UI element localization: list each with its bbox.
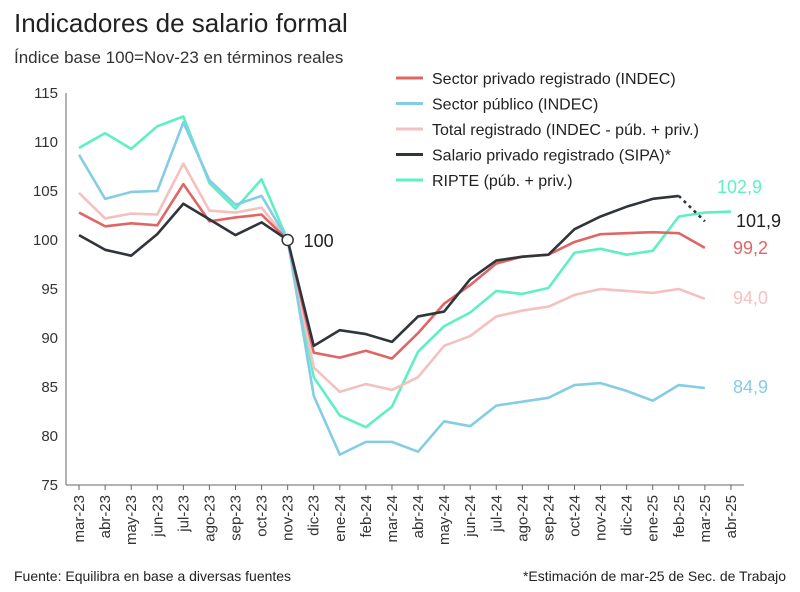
axes: 75 80 85 90 95 100 105 110 115 mar-23 abr-23 may-23… <box>33 85 744 545</box>
series-line <box>78 182 706 360</box>
x-tick-label: may-24 <box>436 495 453 545</box>
chart-subtitle: Índice base 100=Nov-23 en términos reale… <box>14 48 344 67</box>
y-tick-label: 90 <box>41 330 58 347</box>
x-tick-label: jul-23 <box>175 495 192 533</box>
x-tick-label: jul-24 <box>488 495 505 533</box>
end-value-label: 102,9 <box>717 177 762 197</box>
legend: Sector privado registrado (INDEC) Sector … <box>396 71 699 190</box>
series-line <box>78 115 732 429</box>
x-tick-label: nov-23 <box>280 495 297 541</box>
x-tick-label: sep-24 <box>540 495 557 541</box>
series-line <box>78 194 679 348</box>
chart-title: Indicadores de salario formal <box>14 8 348 38</box>
end-value-label: 94,0 <box>733 288 768 308</box>
y-tick-label: 95 <box>41 281 58 298</box>
legend-label: Sector privado registrado (INDEC) <box>432 71 676 88</box>
source-note: Fuente: Equilibra en base a diversas fue… <box>14 568 292 584</box>
x-tick-label: mar-23 <box>71 495 88 543</box>
x-tick-label: oct-23 <box>254 495 271 537</box>
legend-label: Sector público (INDEC) <box>432 97 598 114</box>
x-tick-label: may-23 <box>123 495 140 545</box>
series-line <box>78 162 706 394</box>
x-tick-label: abr-25 <box>723 495 740 538</box>
y-tick-label: 85 <box>41 379 58 396</box>
x-tick-label: oct-24 <box>567 495 584 537</box>
x-tick-label: ago-24 <box>514 495 531 542</box>
x-tick-label: ene-25 <box>645 495 662 542</box>
y-tick-label: 80 <box>41 428 58 445</box>
base-point-label: 100 <box>304 231 334 251</box>
x-tick-label: nov-24 <box>593 495 610 541</box>
series-line-estimated <box>677 194 706 223</box>
legend-label: Total registrado (INDEC - púb. + priv.) <box>432 122 699 139</box>
series-lines: 100 <box>77 115 732 456</box>
estimation-note: *Estimación de mar-25 de Sec. de Trabajo <box>522 568 786 584</box>
x-tick-label: sep-23 <box>228 495 245 541</box>
base-point-marker <box>281 233 294 247</box>
x-tick-label: mar-25 <box>697 495 714 543</box>
x-tick-label: jun-24 <box>462 495 479 538</box>
x-tick-label: abr-23 <box>97 495 114 538</box>
x-tick-label: feb-24 <box>358 495 375 538</box>
x-tick-label: abr-24 <box>410 495 427 538</box>
y-tick-label: 105 <box>33 183 58 200</box>
x-tick-label: jun-23 <box>149 495 166 538</box>
legend-label: RIPTE (púb. + priv.) <box>432 173 573 190</box>
end-value-label: 84,9 <box>733 377 768 397</box>
y-tick-label: 75 <box>41 477 58 494</box>
end-value-label: 99,2 <box>733 238 768 258</box>
y-tick-label: 115 <box>34 85 58 102</box>
x-tick-label: mar-24 <box>384 495 401 543</box>
y-tick-label: 110 <box>34 134 58 151</box>
end-labels: 99,2 84,9 94,0 101,9 102,9 <box>717 177 781 397</box>
x-tick-label: feb-25 <box>671 495 688 538</box>
y-tick-label: 100 <box>33 232 58 249</box>
legend-label: Salario privado registrado (SIPA)* <box>432 148 671 165</box>
end-value-label: 101,9 <box>736 211 781 231</box>
x-tick-label: dic-24 <box>619 495 636 536</box>
x-tick-label: dic-23 <box>306 495 323 536</box>
x-tick-label: ene-24 <box>332 495 349 542</box>
series-line <box>77 121 706 456</box>
x-tick-label: ago-23 <box>201 495 218 542</box>
